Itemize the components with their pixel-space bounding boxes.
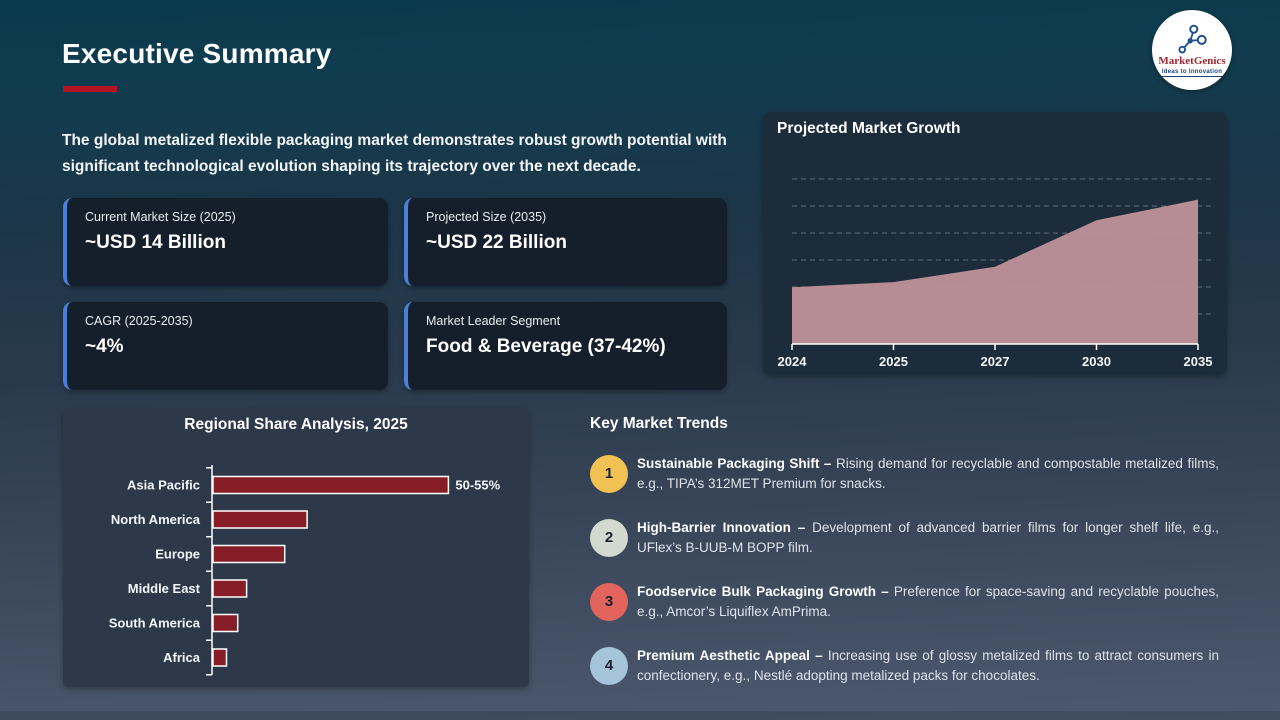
stat-label: CAGR (2025-2035) — [85, 314, 193, 328]
regional-chart-title: Regional Share Analysis, 2025 — [184, 416, 408, 433]
stat-card-market-leader-segment: Market Leader Segment Food & Beverage (3… — [404, 302, 727, 390]
svg-text:Middle East: Middle East — [128, 581, 201, 596]
trend-lead: High-Barrier Innovation – — [637, 520, 806, 535]
svg-text:2025: 2025 — [879, 354, 908, 369]
trend-text: Foodservice Bulk Packaging Growth – Pref… — [637, 582, 1219, 621]
projected-market-growth-panel: Projected Market Growth 2024 2025 2027 2030… — [763, 112, 1227, 375]
trend-number-badge: 4 — [590, 646, 628, 685]
title-underline-bar — [63, 86, 117, 92]
regional-share-panel: Regional Share Analysis, 2025 Asia Pacif… — [63, 409, 529, 687]
growth-area-chart: 2024 2025 2027 2030 2035 — [778, 178, 1213, 369]
trend-lead: Foodservice Bulk Packaging Growth – — [637, 584, 889, 599]
svg-text:2024: 2024 — [778, 354, 808, 369]
svg-text:Europe: Europe — [155, 547, 200, 562]
stat-card-cagr: CAGR (2025-2035) ~4% — [63, 302, 388, 390]
trend-text: High-Barrier Innovation – Development of… — [637, 518, 1219, 557]
stat-label: Projected Size (2035) — [426, 210, 547, 224]
stat-card-projected-size: Projected Size (2035) ~USD 22 Billion — [404, 198, 727, 286]
stat-value: Food & Beverage (37-42%) — [426, 336, 666, 357]
stat-value: ~USD 14 Billion — [85, 232, 226, 253]
trend-item: 1 Sustainable Packaging Shift – Rising d… — [590, 454, 1230, 493]
trend-lead: Premium Aesthetic Appeal – — [637, 648, 823, 663]
stat-card-current-market-size: Current Market Size (2025) ~USD 14 Billi… — [63, 198, 388, 286]
intro-text: The global metalized flexible packaging … — [62, 131, 727, 175]
growth-chart-title: Projected Market Growth — [777, 120, 961, 137]
stat-label: Current Market Size (2025) — [85, 210, 236, 224]
trend-body: Development of advanced barrier films fo… — [637, 520, 1219, 555]
molecule-icon — [1178, 24, 1207, 54]
svg-text:50-55%: 50-55% — [455, 478, 500, 493]
trend-body: Preference for space-saving and recyclab… — [637, 584, 1219, 619]
trend-lead: Sustainable Packaging Shift – — [637, 456, 832, 471]
svg-text:2035: 2035 — [1184, 354, 1213, 369]
trend-text: Premium Aesthetic Appeal – Increasing us… — [637, 646, 1219, 685]
trend-item: 3 Foodservice Bulk Packaging Growth – Pr… — [590, 582, 1230, 621]
trend-text: Sustainable Packaging Shift – Rising dem… — [637, 454, 1219, 493]
svg-text:Asia Pacific: Asia Pacific — [127, 478, 200, 493]
regional-bar-chart: Asia Pacific 50-55% North America Europe Mid… — [109, 465, 501, 676]
trend-number-badge: 2 — [590, 518, 628, 557]
stat-value: ~4% — [85, 336, 124, 357]
trend-item: 2 High-Barrier Innovation – Development … — [590, 518, 1230, 557]
trend-number-badge: 3 — [590, 582, 628, 621]
svg-text:2027: 2027 — [981, 354, 1010, 369]
logo-name: MarketGenics — [1158, 55, 1226, 67]
key-market-trends-list: 1 Sustainable Packaging Shift – Rising d… — [590, 454, 1230, 710]
trend-item: 4 Premium Aesthetic Appeal – Increasing … — [590, 646, 1230, 685]
trend-body: Rising demand for recyclable and compost… — [637, 456, 1219, 491]
logo-tagline: Ideas to Innovation — [1161, 69, 1223, 77]
svg-text:2030: 2030 — [1082, 354, 1111, 369]
key-market-trends-heading: Key Market Trends — [590, 415, 728, 432]
trend-number-badge: 1 — [590, 454, 628, 493]
svg-text:South America: South America — [109, 616, 201, 631]
stat-value: ~USD 22 Billion — [426, 232, 567, 253]
marketgenics-logo: MarketGenics Ideas to Innovation — [1152, 10, 1232, 90]
bottom-strip — [0, 711, 1280, 720]
stat-label: Market Leader Segment — [426, 314, 561, 328]
page-title: Executive Summary — [62, 38, 332, 69]
svg-text:North America: North America — [111, 512, 201, 527]
svg-text:Africa: Africa — [163, 650, 201, 665]
trend-body: Increasing use of glossy metalized films… — [637, 648, 1219, 683]
